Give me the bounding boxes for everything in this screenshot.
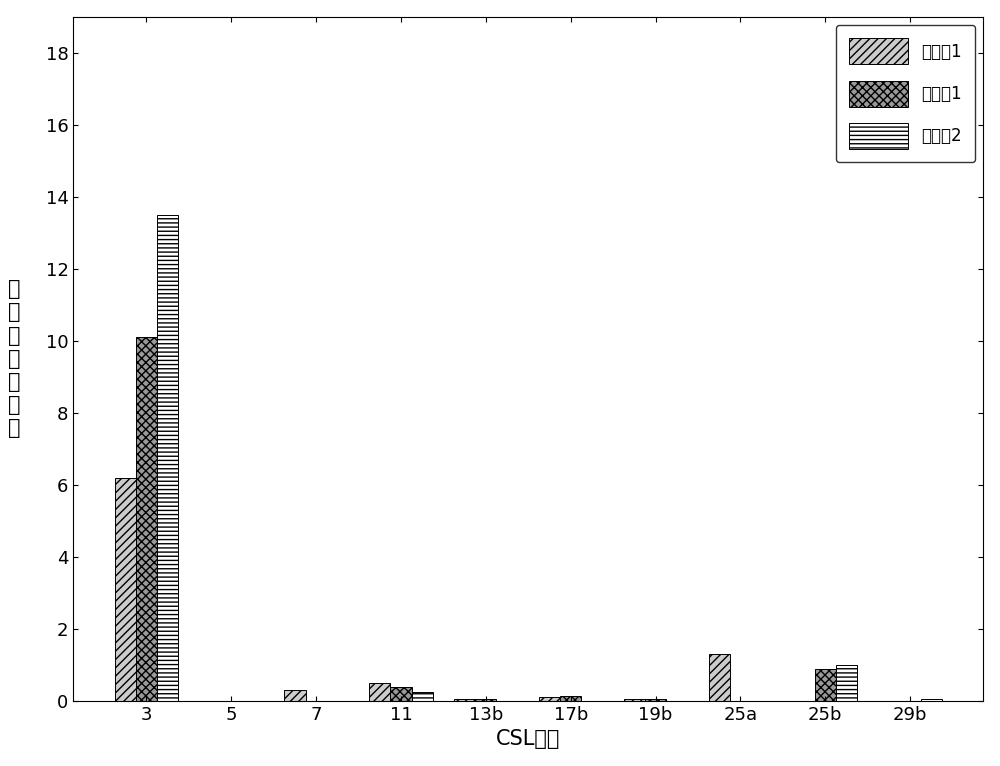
Bar — [284, 690, 306, 701]
Bar — [560, 696, 581, 701]
Bar — [390, 686, 412, 701]
Bar — [412, 692, 433, 701]
Bar — [921, 699, 942, 701]
Bar — [369, 683, 390, 701]
Legend: 实施例1, 比较例1, 比较例2: 实施例1, 比较例1, 比较例2 — [836, 25, 975, 162]
Bar — [475, 699, 496, 701]
X-axis label: CSL界面: CSL界面 — [496, 729, 560, 749]
Bar — [115, 478, 136, 701]
Bar — [157, 214, 178, 701]
Bar — [136, 337, 157, 701]
Bar — [645, 699, 666, 701]
Bar — [836, 665, 857, 701]
Bar — [815, 669, 836, 701]
Y-axis label: 频
率
分
布
百
分
比: 频 率 分 布 百 分 比 — [8, 279, 20, 438]
Bar — [624, 699, 645, 701]
Bar — [539, 697, 560, 701]
Bar — [709, 654, 730, 701]
Bar — [454, 699, 475, 701]
